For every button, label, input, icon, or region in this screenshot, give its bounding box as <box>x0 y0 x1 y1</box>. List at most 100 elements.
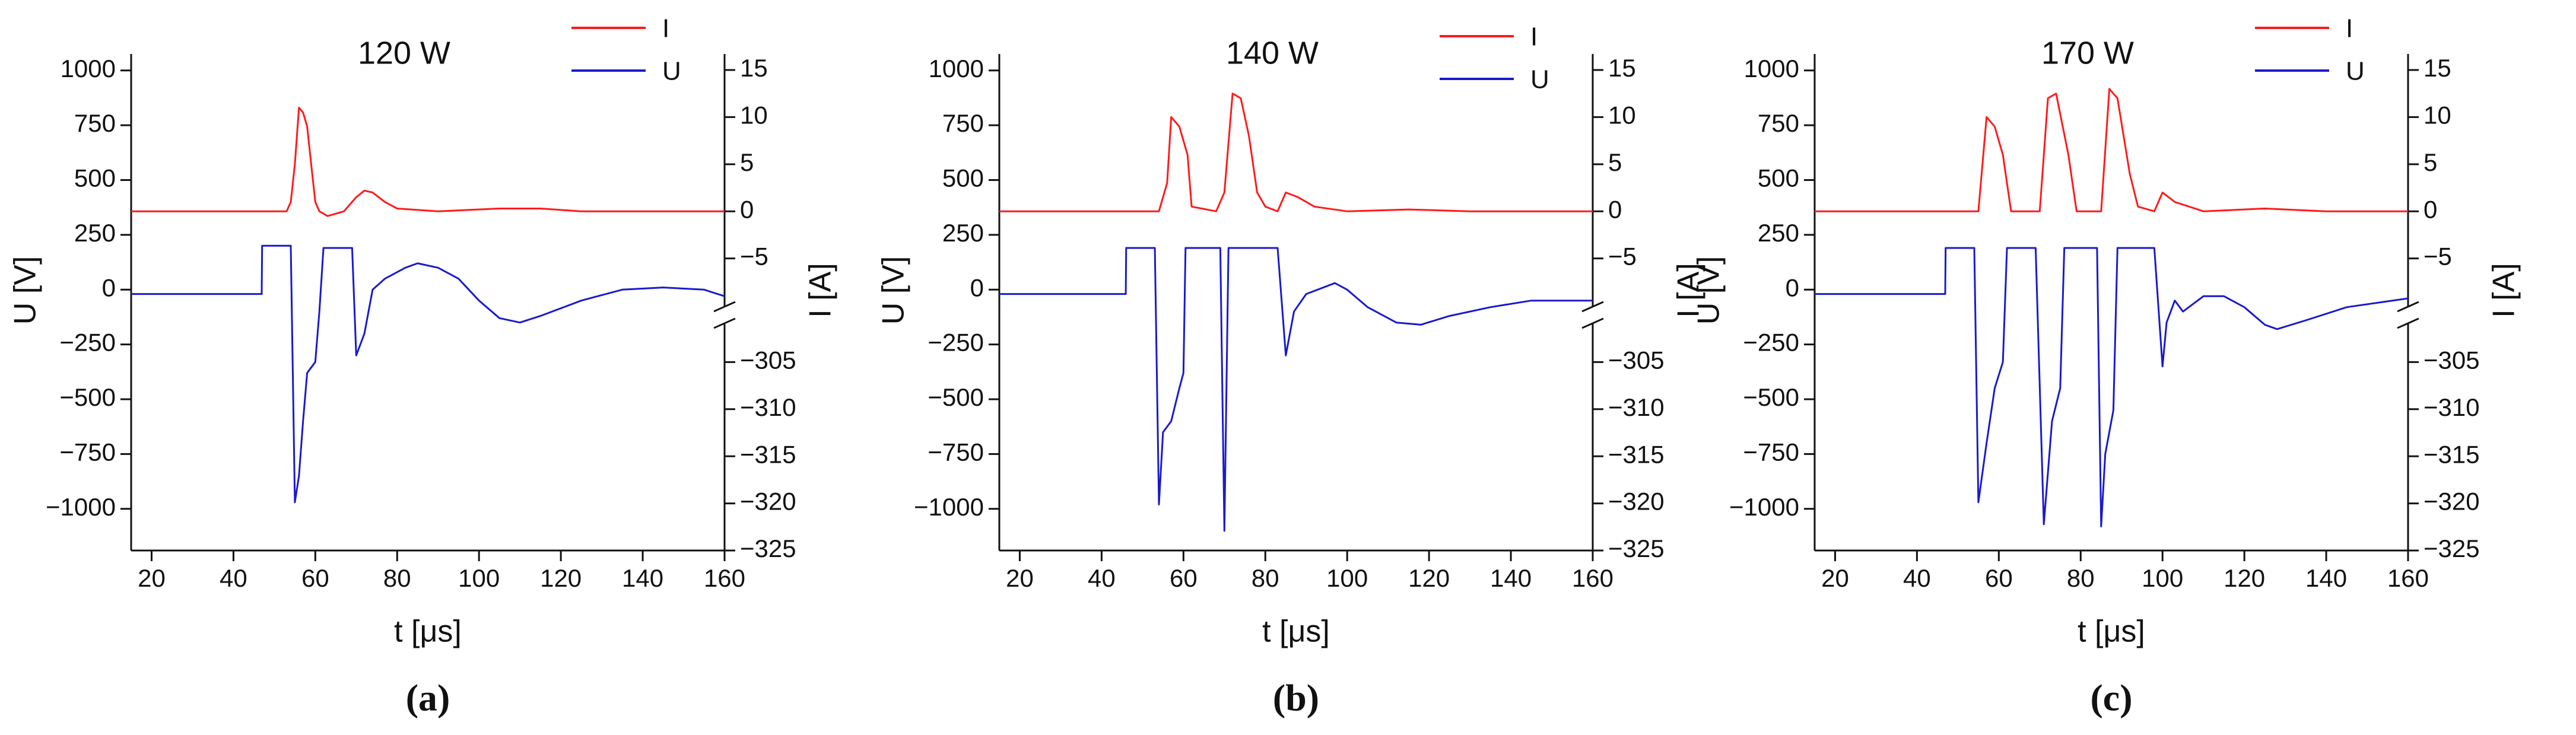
y2-tick-label: −315 <box>740 440 796 468</box>
y-tick-label: 500 <box>1758 164 1799 192</box>
y-tick-label: 1000 <box>1744 55 1799 82</box>
x-tick-label: 20 <box>138 564 166 592</box>
legend-label: U <box>2346 57 2365 86</box>
y-tick-label: 750 <box>1758 109 1799 137</box>
x-tick-label: 80 <box>383 564 411 592</box>
y-tick-label: 750 <box>942 109 984 137</box>
x-tick-label: 60 <box>1170 564 1198 592</box>
y-tick-label: 0 <box>970 273 984 301</box>
panel-label: (a) <box>406 677 450 719</box>
y2-tick-label: −310 <box>2423 393 2480 421</box>
y2-axis-label: I [A] <box>803 263 838 317</box>
data-line <box>1815 88 2408 212</box>
legend-label: U <box>662 57 681 86</box>
y-tick-label: 750 <box>74 109 116 137</box>
x-tick-label: 100 <box>458 564 500 592</box>
y2-tick-label: −305 <box>2423 346 2480 374</box>
x-axis-label: t [μs] <box>2078 615 2145 649</box>
y-tick-label: −250 <box>59 329 116 357</box>
x-axis-label: t [μs] <box>1262 615 1330 649</box>
y2-tick-label: 0 <box>1608 195 1622 223</box>
y-tick-label: −750 <box>928 438 984 466</box>
axis-break <box>1581 301 1604 313</box>
y-axis-label: U [V] <box>1692 256 1726 325</box>
y-tick-label: 250 <box>1758 219 1799 247</box>
y-tick-label: 500 <box>942 164 984 192</box>
y-tick-label: −250 <box>928 329 984 357</box>
y2-tick-label: −310 <box>740 393 796 421</box>
y-tick-label: −250 <box>1743 329 1799 357</box>
y2-axis-label: I [A] <box>1672 263 1706 317</box>
chart-title: 170 W <box>2041 35 2134 71</box>
x-tick-label: 140 <box>2305 564 2347 592</box>
data-line <box>131 107 725 217</box>
panel: 20 40 60 80 100 120 140 160−1000−750−500−250025… <box>8 14 838 719</box>
x-tick-label: 60 <box>1985 564 2013 592</box>
x-tick-label: 80 <box>2067 564 2095 592</box>
panel-label: (c) <box>2090 677 2132 719</box>
y-tick-label: −750 <box>59 438 116 466</box>
x-tick-label: 120 <box>540 564 582 592</box>
x-tick-label: 20 <box>1006 564 1034 592</box>
y2-tick-label: 5 <box>1608 148 1622 176</box>
y2-axis-label: I [A] <box>2487 263 2521 317</box>
x-tick-label: 120 <box>2224 564 2265 592</box>
y2-tick-label: −310 <box>1608 393 1665 421</box>
data-line <box>999 247 1593 532</box>
x-tick-label: 100 <box>1326 564 1368 592</box>
legend-label: I <box>1530 23 1538 52</box>
y2-tick-label: −320 <box>2423 488 2480 516</box>
chart-title: 140 W <box>1226 35 1319 71</box>
axis-break <box>2397 317 2419 329</box>
y2-tick-label: 5 <box>2423 148 2437 176</box>
y-tick-label: −500 <box>1743 383 1799 411</box>
y-tick-label: 1000 <box>929 55 984 82</box>
y2-tick-label: −5 <box>1608 243 1637 271</box>
y2-tick-label: −315 <box>1608 440 1665 468</box>
y2-tick-label: −320 <box>740 488 796 516</box>
y2-tick-label: −315 <box>2423 440 2480 468</box>
y2-tick-label: −5 <box>740 243 768 271</box>
x-tick-label: 60 <box>301 564 329 592</box>
y2-tick-label: 15 <box>2423 54 2451 82</box>
x-tick-label: 40 <box>220 564 247 592</box>
x-tick-label: 120 <box>1408 564 1450 592</box>
y2-tick-label: 10 <box>740 101 768 129</box>
x-tick-label: 160 <box>704 564 745 592</box>
legend-label: I <box>662 14 669 43</box>
y-tick-label: −750 <box>1743 438 1799 466</box>
y-tick-label: 500 <box>74 164 116 192</box>
y2-tick-label: −320 <box>1608 488 1665 516</box>
x-tick-label: 160 <box>1572 564 1613 592</box>
y2-tick-label: −5 <box>2423 243 2452 271</box>
y2-tick-label: 0 <box>2423 195 2437 223</box>
y2-tick-label: −305 <box>740 346 796 374</box>
y2-tick-label: −325 <box>2423 534 2480 562</box>
y2-tick-label: −325 <box>1608 534 1665 562</box>
x-tick-label: 100 <box>2142 564 2183 592</box>
axis-break <box>2397 301 2419 313</box>
panel-label: (b) <box>1273 677 1319 719</box>
y2-tick-label: −305 <box>1608 346 1665 374</box>
legend-label: I <box>2346 14 2353 43</box>
axis-break <box>1581 317 1604 329</box>
y2-tick-label: 5 <box>740 148 754 176</box>
y2-tick-label: 10 <box>2423 101 2451 129</box>
y-tick-label: −500 <box>59 383 116 411</box>
y-axis-label: U [V] <box>8 256 43 325</box>
data-line <box>999 93 1593 212</box>
axis-break <box>713 301 736 313</box>
y2-tick-label: 15 <box>1608 54 1636 82</box>
y-tick-label: 250 <box>942 219 984 247</box>
x-tick-label: 80 <box>1252 564 1279 592</box>
legend-label: U <box>1530 65 1549 94</box>
x-tick-label: 40 <box>1903 564 1931 592</box>
y-tick-label: −1000 <box>1729 493 1799 521</box>
x-tick-label: 160 <box>2387 564 2429 592</box>
x-axis-label: t [μs] <box>394 615 462 649</box>
x-tick-label: 140 <box>1490 564 1532 592</box>
y-tick-label: −1000 <box>914 493 984 521</box>
x-tick-label: 20 <box>1821 564 1849 592</box>
panel: 20 40 60 80 100 120 140 160 −1000 −750 −500 −250 0 25… <box>1692 14 2521 719</box>
